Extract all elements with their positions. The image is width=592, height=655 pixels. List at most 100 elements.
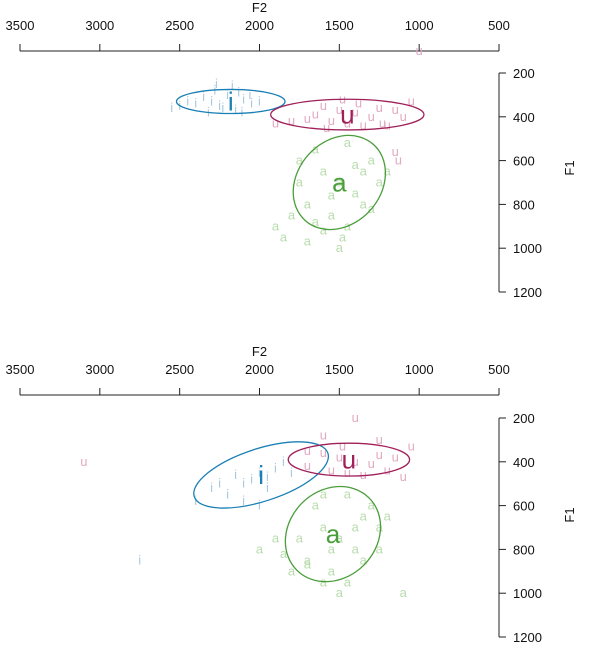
token-a: a — [320, 487, 328, 502]
token-u: u — [416, 43, 423, 58]
x-tick-label: 3000 — [85, 362, 114, 377]
token-a: a — [376, 520, 384, 535]
token-i: i — [210, 93, 213, 108]
token-a: a — [296, 175, 304, 190]
token-u: u — [360, 118, 367, 133]
x-tick-label: 500 — [488, 18, 510, 33]
token-u: u — [352, 410, 359, 425]
token-a: a — [328, 541, 336, 556]
y-tick-label: 600 — [513, 154, 535, 169]
token-i: i — [248, 87, 251, 102]
token-i: i — [274, 460, 277, 475]
token-u: u — [360, 467, 367, 482]
token-a: a — [400, 585, 408, 600]
token-u: u — [312, 107, 319, 122]
token-i: i — [218, 476, 221, 491]
token-a: a — [328, 207, 336, 222]
token-a: a — [296, 530, 304, 545]
token-a: a — [256, 541, 264, 556]
token-u: u — [336, 449, 343, 464]
ellipse-u — [270, 98, 425, 131]
token-a: a — [288, 207, 296, 222]
token-u: u — [376, 432, 383, 447]
token-a: a — [272, 218, 280, 233]
x-tick-label: 3000 — [85, 18, 114, 33]
centroid-i: i — [228, 86, 234, 116]
token-u: u — [408, 93, 415, 108]
token-a: a — [368, 153, 376, 168]
token-a: a — [336, 530, 344, 545]
x-tick-label: 3500 — [6, 362, 35, 377]
token-a: a — [352, 520, 360, 535]
token-i: i — [170, 100, 173, 115]
plot-panel-1: 3500 3000 2500 2000 1500 1000 500 F2 200 400 600 80… — [6, 0, 577, 300]
token-i: i — [221, 100, 224, 115]
token-i: i — [215, 76, 218, 91]
y-tick-label: 800 — [513, 197, 535, 212]
token-a: a — [320, 520, 328, 535]
token-i: i — [226, 487, 229, 502]
y-tick-label: 400 — [513, 110, 535, 125]
token-a: a — [336, 240, 344, 255]
token-u: u — [384, 463, 391, 478]
token-a: a — [360, 552, 368, 567]
y-tick-label: 600 — [513, 499, 535, 514]
token-u: u — [408, 438, 415, 453]
token-a: a — [344, 574, 352, 589]
ellipse-i — [193, 441, 330, 509]
x-tick-label: 3500 — [6, 18, 35, 33]
token-a: a — [344, 487, 352, 502]
token-a: a — [352, 185, 360, 200]
token-a: a — [288, 563, 296, 578]
ellipse-a — [292, 134, 387, 231]
x-axis-title: F2 — [252, 344, 267, 359]
token-a: a — [336, 585, 344, 600]
token-a: a — [304, 557, 312, 572]
token-i: i — [202, 89, 205, 104]
token-a: a — [328, 188, 336, 203]
y-tick-label: 1000 — [513, 241, 542, 256]
token-a: a — [352, 157, 360, 172]
token-a: a — [312, 498, 320, 513]
y-tick-label: 200 — [513, 66, 535, 81]
token-a: a — [280, 229, 288, 244]
token-a: a — [320, 223, 328, 238]
token-u: u — [392, 144, 399, 159]
y-axis-title: F1 — [562, 160, 577, 175]
token-u: u — [392, 102, 399, 117]
x-tick-label: 2500 — [165, 362, 194, 377]
x-tick-label: 500 — [488, 362, 510, 377]
token-a: a — [296, 153, 304, 168]
token-u: u — [344, 465, 351, 480]
token-i: i — [258, 465, 261, 480]
token-a: a — [360, 196, 368, 211]
token-a: a — [336, 175, 344, 190]
token-u: u — [304, 458, 311, 473]
token-a: a — [352, 541, 360, 556]
token-u: u — [376, 447, 383, 462]
token-i: i — [258, 498, 261, 513]
token-u: u — [320, 445, 327, 460]
token-a: a — [320, 164, 328, 179]
token-u: u — [304, 111, 311, 126]
token-u: u — [328, 463, 335, 478]
x-tick-label: 1500 — [325, 362, 354, 377]
token-u: u — [352, 104, 359, 119]
token-i: i — [218, 98, 221, 113]
y-tick-label: 1200 — [513, 630, 542, 645]
token-u: u — [384, 118, 391, 133]
token-a: a — [344, 135, 352, 150]
token-u: u — [320, 98, 327, 113]
centroid-a: a — [326, 519, 341, 549]
token-i: i — [194, 96, 197, 111]
x-tick-label: 1000 — [405, 362, 434, 377]
token-i: i — [290, 465, 293, 480]
token-i: i — [258, 93, 261, 108]
x-tick-label: 2000 — [245, 362, 274, 377]
token-u: u — [339, 438, 346, 453]
token-u: u — [400, 469, 407, 484]
token-i: i — [194, 493, 197, 508]
token-a: a — [376, 541, 384, 556]
